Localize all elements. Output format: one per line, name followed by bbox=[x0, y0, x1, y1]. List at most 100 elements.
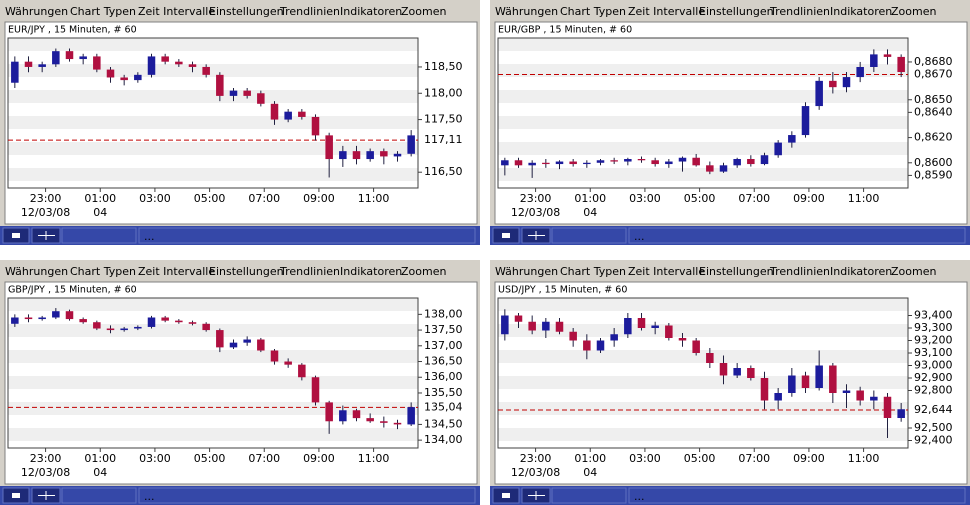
candle-body bbox=[719, 363, 728, 376]
menu-item[interactable]: Indikatoren bbox=[340, 5, 402, 18]
x-tick-label: 01:00 bbox=[84, 452, 116, 465]
y-tick-label: 134,50 bbox=[424, 417, 463, 430]
x-tick-label: 05:00 bbox=[684, 452, 716, 465]
candle-body bbox=[24, 61, 33, 67]
menu-item[interactable]: Währungen bbox=[495, 265, 558, 278]
menu-item[interactable]: Einstellungen bbox=[209, 5, 284, 18]
menu-item[interactable]: Zoomen bbox=[891, 265, 936, 278]
candle-body bbox=[815, 365, 823, 388]
toolbar-field bbox=[61, 487, 137, 504]
candle-body bbox=[624, 318, 632, 335]
menu-item[interactable]: Einstellungen bbox=[209, 265, 284, 278]
toolbar-icon bbox=[502, 233, 510, 238]
menu-item[interactable]: Zeit Intervalle bbox=[138, 5, 215, 18]
candle-body bbox=[11, 317, 19, 324]
candle-body bbox=[829, 80, 837, 88]
chart-title: EUR/JPY , 15 Minuten, # 60 bbox=[8, 25, 137, 36]
toolbar-icon bbox=[38, 231, 55, 240]
chart-panel: Währungen Chart Typen Zeit IntervalleEinst… bbox=[490, 0, 970, 245]
candle-body bbox=[801, 106, 810, 136]
menu-item[interactable]: Trendlinien bbox=[769, 5, 830, 18]
candle-body bbox=[501, 315, 509, 335]
candle-body bbox=[38, 64, 46, 67]
y-tick-label: 0,8680 bbox=[914, 55, 953, 68]
reference-label-bg bbox=[911, 403, 965, 417]
plot-stripe bbox=[8, 350, 418, 363]
plot-stripe bbox=[498, 64, 908, 77]
candle-body bbox=[175, 61, 183, 65]
plot-stripe bbox=[8, 116, 418, 129]
y-tick-label: 92,800 bbox=[914, 384, 953, 397]
candle-body bbox=[760, 378, 769, 401]
candle-body bbox=[325, 402, 333, 422]
candle-body bbox=[678, 338, 687, 341]
y-tick-label: 116,50 bbox=[424, 165, 463, 178]
candle-body bbox=[569, 331, 577, 341]
candle-body bbox=[542, 162, 550, 165]
candle-body bbox=[147, 56, 156, 75]
candle-body bbox=[393, 422, 402, 425]
candle-body bbox=[284, 361, 292, 365]
menu-item[interactable]: Zoomen bbox=[401, 265, 446, 278]
menu-item[interactable]: Währungen bbox=[495, 5, 558, 18]
menu-item[interactable]: Zeit Intervalle bbox=[628, 265, 705, 278]
toolbar-status bbox=[628, 487, 966, 504]
menu-item[interactable]: Einstellungen bbox=[699, 265, 774, 278]
y-tick-label: 136,00 bbox=[424, 370, 463, 383]
candle-body bbox=[188, 322, 197, 324]
candle-body bbox=[352, 410, 361, 419]
menu-item[interactable]: Einstellungen bbox=[699, 5, 774, 18]
y-tick-label: 92,900 bbox=[914, 371, 953, 384]
candle-body bbox=[65, 311, 74, 320]
chart-panel: Währungen Chart Typen Zeit IntervalleEinst… bbox=[490, 260, 970, 505]
x-tick-label: 03:00 bbox=[139, 192, 171, 205]
y-tick-label: 137,00 bbox=[424, 339, 463, 352]
menu-item[interactable]: Zeit Intervalle bbox=[628, 5, 705, 18]
candle-body bbox=[651, 325, 659, 328]
y-tick-label: 134,00 bbox=[424, 433, 463, 446]
candle-body bbox=[897, 56, 905, 73]
menu-item[interactable]: Trendlinien bbox=[279, 265, 340, 278]
candle-body bbox=[52, 311, 60, 318]
date-label: 12/03/08 bbox=[511, 206, 560, 219]
candle-body bbox=[856, 390, 864, 401]
toolbar-text: ... bbox=[144, 490, 155, 503]
candle-body bbox=[528, 321, 536, 331]
y-tick-label: 93,100 bbox=[914, 346, 953, 359]
menu-item[interactable]: Trendlinien bbox=[279, 5, 340, 18]
x-tick-label: 03:00 bbox=[629, 192, 661, 205]
menu-item[interactable]: Chart Typen bbox=[70, 265, 136, 278]
candle-body bbox=[583, 340, 591, 351]
candle-body bbox=[216, 74, 224, 96]
plot-stripe bbox=[8, 142, 418, 155]
menu-item[interactable]: Indikatoren bbox=[830, 265, 892, 278]
plot-stripe bbox=[498, 298, 908, 311]
menu-item[interactable]: Chart Typen bbox=[560, 265, 626, 278]
candle-body bbox=[134, 326, 142, 329]
candle-body bbox=[161, 56, 169, 62]
x-tick-label: 23:00 bbox=[520, 192, 552, 205]
toolbar bbox=[490, 486, 970, 505]
menu-item[interactable]: Währungen bbox=[5, 265, 68, 278]
x-tick-label: 05:00 bbox=[194, 192, 226, 205]
candle-body bbox=[596, 340, 605, 351]
candle-body bbox=[583, 162, 591, 165]
menu-item[interactable]: Trendlinien bbox=[769, 265, 830, 278]
menu-item[interactable]: Chart Typen bbox=[70, 5, 136, 18]
menu-item[interactable]: Chart Typen bbox=[560, 5, 626, 18]
candle-body bbox=[407, 407, 415, 425]
candle-body bbox=[147, 317, 156, 327]
menu-item[interactable]: Zeit Intervalle bbox=[138, 265, 215, 278]
menu-item[interactable]: Zoomen bbox=[401, 5, 446, 18]
x-tick-label: 09:00 bbox=[793, 452, 825, 465]
reference-label-bg bbox=[421, 400, 475, 415]
date-label: 04 bbox=[93, 206, 107, 219]
candle-body bbox=[883, 54, 892, 57]
toolbar-icon bbox=[528, 231, 545, 240]
menu-item[interactable]: Indikatoren bbox=[340, 265, 402, 278]
menu-item[interactable]: Zoomen bbox=[891, 5, 936, 18]
menu-item[interactable]: Indikatoren bbox=[830, 5, 892, 18]
candle-body bbox=[842, 390, 851, 393]
menu-item[interactable]: Währungen bbox=[5, 5, 68, 18]
y-tick-label: 0,8600 bbox=[914, 156, 953, 169]
